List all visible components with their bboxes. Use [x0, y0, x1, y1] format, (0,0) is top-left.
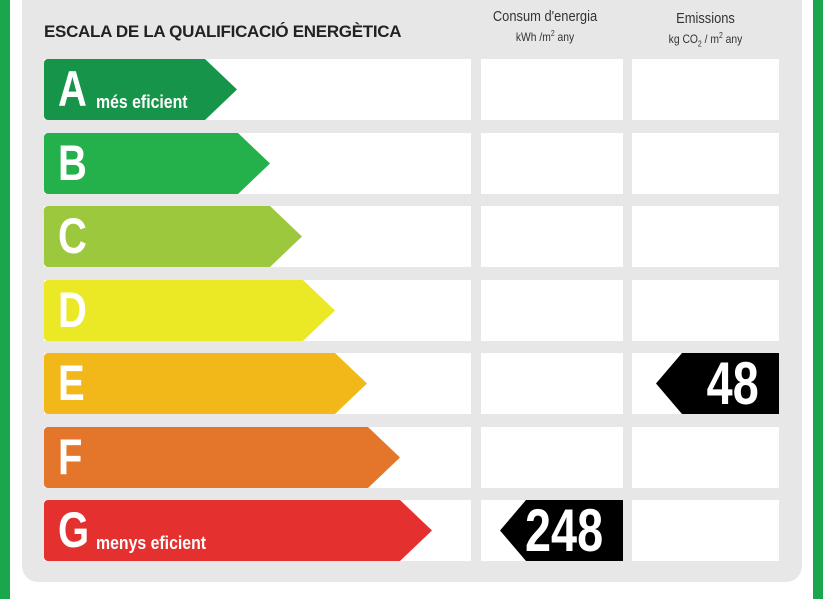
emissions-cell-c	[632, 206, 779, 267]
class-letter: E	[58, 355, 85, 411]
consumption-cell-e	[481, 353, 623, 414]
class-bar-e: E	[44, 353, 367, 414]
class-description: menys eficient	[96, 533, 207, 553]
class-letter: A	[58, 61, 87, 117]
emissions-cell-a	[632, 59, 779, 120]
class-bar-f: F	[44, 427, 400, 488]
class-letter: C	[58, 208, 87, 264]
consumption-title: Consum d'energia	[492, 8, 598, 25]
class-letter: G	[58, 502, 90, 558]
consumption-cell-f	[481, 427, 623, 488]
class-letter: D	[58, 282, 87, 338]
emissions-cell-g	[632, 500, 779, 561]
class-letter: F	[58, 429, 83, 485]
class-letter: B	[58, 135, 87, 191]
consumption-cell-d	[481, 280, 623, 341]
consumption-cell-b	[481, 133, 623, 194]
emissions-cell-d	[632, 280, 779, 341]
emissions-cell-f	[632, 427, 779, 488]
emissions-title: Emissions	[676, 10, 735, 27]
emissions-rating-badge: 48	[656, 353, 779, 414]
class-description: més eficient	[96, 92, 188, 112]
emissions-header: Emissions kg CO2 / m2 any	[632, 10, 779, 48]
class-bar-c: C	[44, 206, 302, 267]
class-bar-d: D	[44, 280, 335, 341]
consumption-rating-badge: 248	[500, 500, 623, 561]
consumption-cell-a	[481, 59, 623, 120]
emissions-value: 48	[706, 350, 759, 417]
class-bar-b: B	[44, 133, 270, 194]
consumption-header: Consum d'energia kWh /m2 any	[481, 8, 609, 44]
emissions-cell-b	[632, 133, 779, 194]
consumption-cell-c	[481, 206, 623, 267]
scale-title: ESCALA DE LA QUALIFICACIÓ ENERGÈTICA	[44, 22, 402, 41]
emissions-unit: kg CO2 / m2 any	[668, 31, 743, 49]
consumption-unit: kWh /m2 any	[515, 29, 575, 44]
consumption-value: 248	[524, 497, 603, 564]
